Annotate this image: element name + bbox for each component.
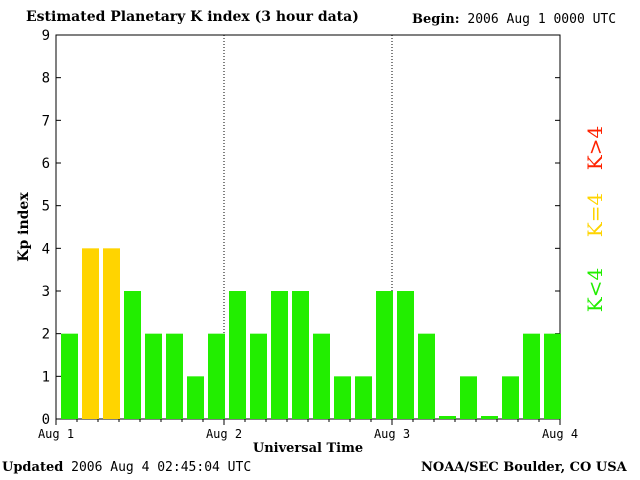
kp-bar: [145, 333, 162, 419]
kp-bar: [166, 333, 183, 419]
legend-label: K>4: [583, 126, 607, 170]
kp-bar: [544, 333, 561, 419]
kp-bar: [376, 291, 393, 419]
x-tick-label: Aug 4: [542, 427, 578, 441]
updated-value: 2006 Aug 4 02:45:04 UTC: [71, 460, 252, 475]
kp-bar: [355, 376, 372, 419]
legend-label: K=4: [583, 193, 607, 237]
x-tick-label: Aug 1: [38, 427, 74, 441]
kp-bar: [439, 416, 456, 419]
begin-time: Begin: 2006 Aug 1 0000 UTC: [412, 12, 616, 27]
kp-bar: [271, 291, 288, 419]
x-tick-label: Aug 2: [206, 427, 242, 441]
kp-bar: [208, 333, 225, 419]
kp-bar: [313, 333, 330, 419]
kp-bar: [103, 248, 120, 419]
kp-bar: [502, 376, 519, 419]
kp-bar: [397, 291, 414, 419]
page-title: Estimated Planetary K index (3 hour data…: [26, 9, 359, 25]
credit-text: NOAA/SEC Boulder, CO USA: [421, 460, 627, 475]
y-tick-label: 5: [42, 199, 50, 215]
kp-bar: [481, 416, 498, 419]
updated-label: Updated: [2, 460, 64, 475]
updated-time: Updated 2006 Aug 4 02:45:04 UTC: [2, 460, 251, 475]
kp-bar: [187, 376, 204, 419]
x-tick-label: Aug 3: [374, 427, 410, 441]
kp-bar: [460, 376, 477, 419]
kp-bar: [124, 291, 141, 419]
y-tick-label: 9: [42, 28, 50, 44]
y-tick-label: 6: [42, 156, 50, 172]
y-tick-label: 4: [42, 241, 50, 257]
y-tick-label: 2: [42, 327, 50, 343]
kp-bar: [523, 333, 540, 419]
y-tick-label: 3: [42, 284, 50, 300]
kp-bar: [418, 333, 435, 419]
legend-label: K<4: [583, 268, 607, 312]
kp-bar: [250, 333, 267, 419]
begin-label: Begin:: [412, 12, 460, 27]
y-tick-label: 8: [42, 71, 50, 87]
kp-bar: [229, 291, 246, 419]
kp-bar: [61, 333, 78, 419]
kp-bar: [334, 376, 351, 419]
begin-value: 2006 Aug 1 0000 UTC: [467, 12, 617, 27]
y-tick-label: 7: [42, 113, 50, 129]
y-tick-label: 0: [42, 412, 50, 428]
x-axis-title: Universal Time: [253, 441, 363, 456]
y-axis-title: Kp index: [16, 192, 32, 262]
y-tick-label: 1: [42, 369, 50, 385]
kp-bar: [82, 248, 99, 419]
kp-bar: [292, 291, 309, 419]
